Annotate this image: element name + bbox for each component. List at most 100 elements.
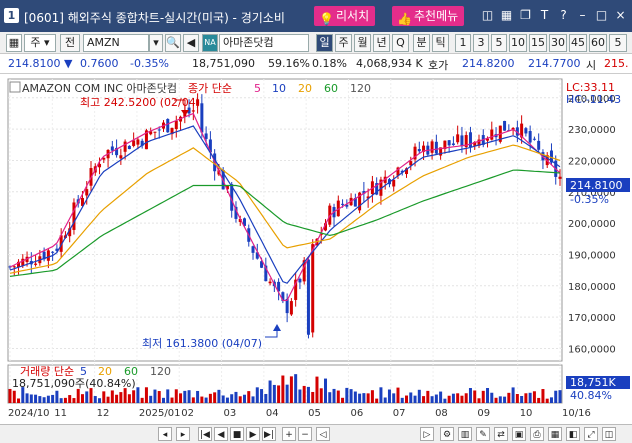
y-tick-label: 160,0000	[568, 344, 616, 355]
y-tick-label: 180,0000	[568, 282, 616, 293]
interval-30[interactable]: 30	[549, 34, 567, 52]
volume-bar	[136, 387, 140, 403]
candle	[153, 131, 157, 133]
volume-bar	[396, 387, 400, 403]
volume-bar	[541, 389, 545, 403]
chart-type-icon[interactable]: ▥	[458, 427, 472, 441]
interval-10[interactable]: 10	[509, 34, 527, 52]
symbol-dropdown-icon[interactable]: ▾	[149, 34, 163, 52]
y-tick-label: 210,0000	[568, 188, 616, 199]
candle	[400, 170, 404, 173]
grid-select-icon[interactable]: ▦	[6, 34, 22, 52]
volume-bar	[464, 393, 468, 403]
screen-number: 1	[4, 8, 19, 23]
price-chart[interactable]: 240,0000 230,0000 220,0000 210,0000 200,0000…	[0, 75, 632, 424]
candle	[166, 118, 170, 133]
window-title: [0601] 해외주식 종합차트-실시간(미국) - 경기소비	[24, 11, 285, 25]
candle	[251, 246, 255, 253]
candle	[191, 110, 195, 112]
volume-bar	[93, 396, 97, 403]
volume-bar	[549, 397, 553, 403]
draw-icon[interactable]: ✎	[476, 427, 490, 441]
minus-icon[interactable]: −	[298, 427, 312, 441]
candle	[353, 198, 357, 207]
volume-bar	[38, 396, 42, 403]
volume-bar	[456, 393, 460, 403]
volume-bar	[170, 397, 174, 403]
period-month[interactable]: 월	[354, 34, 371, 52]
candle	[42, 251, 46, 260]
interval-45[interactable]: 45	[569, 34, 587, 52]
search-icon[interactable]: 🔍	[165, 34, 181, 52]
thumbs-up-icon: 👍	[397, 12, 412, 26]
volume-bar	[430, 396, 434, 403]
help-icon[interactable]: ?	[560, 8, 567, 22]
chart-area[interactable]: 240,0000 230,0000 220,0000 210,0000 200,0000…	[0, 75, 632, 424]
candle	[115, 147, 119, 156]
candle	[460, 135, 464, 147]
indicator-icon[interactable]	[9, 81, 21, 93]
interval-more[interactable]: 5	[609, 34, 627, 52]
y-tick-label: 220,0000	[568, 156, 616, 167]
volume-bar	[204, 397, 208, 403]
next-icon[interactable]: ▶	[246, 427, 260, 441]
period-tick[interactable]: 틱	[432, 34, 449, 52]
candle	[174, 120, 178, 130]
interval-3[interactable]: 3	[473, 34, 489, 52]
candle	[528, 131, 532, 143]
research-button[interactable]: 💡 리서치	[314, 6, 376, 26]
volume-bar	[302, 385, 306, 403]
prev-icon[interactable]: ◀	[214, 427, 228, 441]
interval-5[interactable]: 5	[491, 34, 507, 52]
volume-bar	[345, 387, 349, 403]
print-icon[interactable]: ⎙	[530, 427, 544, 441]
volume-bar	[468, 388, 472, 403]
zoom-in-icon[interactable]: ◂	[158, 427, 172, 441]
stop-icon[interactable]: ■	[230, 427, 244, 441]
speaker-icon[interactable]: ◀	[183, 34, 199, 52]
volume-bar	[76, 388, 80, 403]
na-badge: NA	[202, 34, 218, 52]
type-select[interactable]: 주 ▾	[24, 34, 56, 52]
layout-icon[interactable]: ◧	[566, 427, 580, 441]
candle	[268, 281, 272, 284]
minimize-icon[interactable]: –	[579, 8, 586, 22]
period-quarter[interactable]: Q	[392, 34, 409, 52]
interval-1[interactable]: 1	[455, 34, 471, 52]
interval-15[interactable]: 15	[529, 34, 547, 52]
volume-bar	[110, 390, 114, 403]
volume-bar	[451, 393, 455, 403]
recommend-menu-button[interactable]: 👍 추천메뉴	[392, 6, 465, 26]
expand-icon[interactable]: ⤢	[584, 427, 598, 441]
candle	[55, 248, 59, 251]
period-minute[interactable]: 분	[413, 34, 430, 52]
period-day[interactable]: 일	[316, 34, 333, 52]
x-tick-label: 07	[393, 408, 406, 419]
last-icon[interactable]: ▶|	[262, 427, 276, 441]
compare-icon[interactable]: ⇄	[494, 427, 508, 441]
font-icon[interactable]: T	[540, 8, 549, 22]
link-icon[interactable]: ◫	[481, 8, 494, 22]
settings-icon[interactable]: ⚙	[440, 427, 454, 441]
period-week[interactable]: 주	[335, 34, 352, 52]
candle	[447, 140, 451, 146]
volume-bar	[191, 397, 195, 403]
candle	[123, 141, 127, 152]
grid-icon[interactable]: ▦	[500, 8, 513, 22]
maximize-icon[interactable]: □	[595, 8, 608, 22]
kind-button[interactable]: 전	[60, 34, 80, 52]
plus-icon[interactable]: +	[282, 427, 296, 441]
copy-icon[interactable]: ❐	[520, 8, 531, 22]
close-icon[interactable]: ×	[615, 8, 626, 22]
save-icon[interactable]: ▣	[512, 427, 526, 441]
first-icon[interactable]: |◀	[198, 427, 212, 441]
candle	[157, 129, 161, 131]
grid-view-icon[interactable]: ▦	[548, 427, 562, 441]
interval-60[interactable]: 60	[589, 34, 607, 52]
lock-icon[interactable]: ◫	[602, 427, 616, 441]
scroll-right-icon[interactable]: ▷	[420, 427, 434, 441]
symbol-input[interactable]: AMZN	[83, 34, 149, 52]
period-year[interactable]: 년	[373, 34, 390, 52]
scroll-left-icon[interactable]: ◁	[316, 427, 330, 441]
zoom-out-icon[interactable]: ▸	[176, 427, 190, 441]
